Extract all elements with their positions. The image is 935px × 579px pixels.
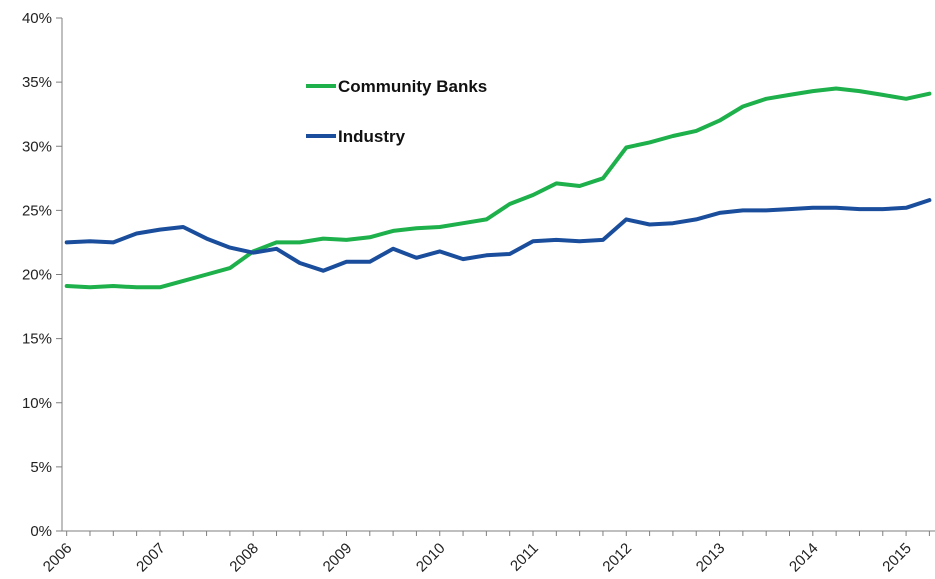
y-tick-label: 10% bbox=[22, 395, 52, 412]
series-lines bbox=[64, 86, 932, 290]
x-tick-label: 2008 bbox=[226, 540, 262, 576]
y-tick-label: 5% bbox=[30, 459, 52, 476]
x-tick-label: 2007 bbox=[133, 540, 169, 576]
y-tick-label: 25% bbox=[22, 202, 52, 219]
y-tick-label: 40% bbox=[22, 10, 52, 27]
legend-label: Community Banks bbox=[338, 77, 487, 96]
series-line-1 bbox=[64, 198, 932, 273]
x-tick-label: 2015 bbox=[879, 540, 915, 576]
x-ticks: 2006 2007 2008 2009 2010 2011 2012 2013 2014 2015 bbox=[40, 531, 930, 575]
y-tick-label: 15% bbox=[22, 331, 52, 348]
x-tick-label: 2012 bbox=[599, 540, 635, 576]
axes bbox=[61, 18, 935, 532]
y-tick-label: 20% bbox=[22, 267, 52, 284]
legend: Community Banks Industry bbox=[306, 77, 487, 146]
x-tick-label: 2010 bbox=[413, 540, 449, 576]
y-tick-label: 35% bbox=[22, 74, 52, 91]
x-tick-label: 2014 bbox=[786, 540, 822, 576]
x-tick-label: 2009 bbox=[320, 540, 356, 576]
y-ticks: 0% 5% 10% 15% 20% 25% 30% 35% 40% bbox=[22, 10, 62, 540]
y-tick-label: 0% bbox=[30, 523, 52, 540]
x-tick-label: 2006 bbox=[40, 540, 76, 576]
legend-label: Industry bbox=[338, 127, 406, 146]
y-tick-label: 30% bbox=[22, 138, 52, 155]
x-tick-label: 2013 bbox=[693, 540, 729, 576]
x-tick-label: 2011 bbox=[507, 540, 542, 575]
series-line-0 bbox=[64, 86, 932, 290]
